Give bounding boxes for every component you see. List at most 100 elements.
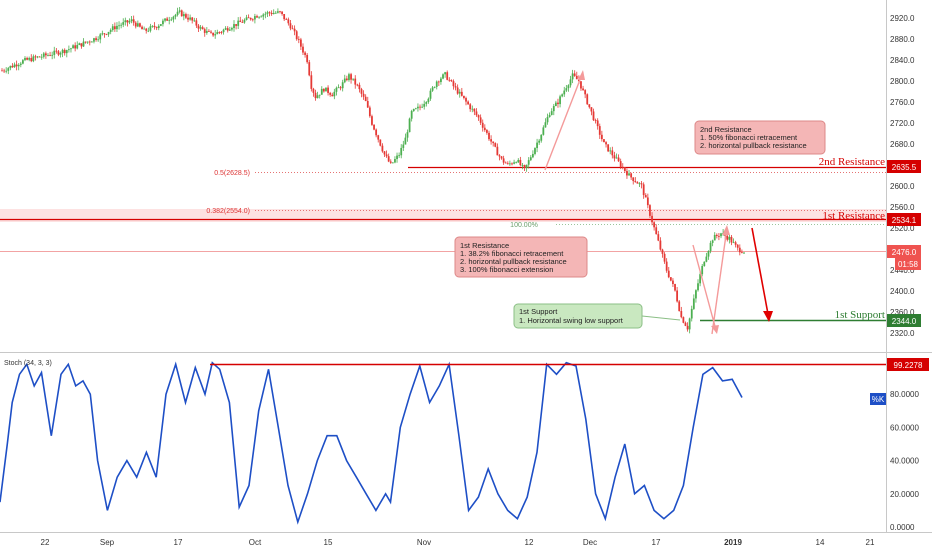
candle-body <box>239 20 242 23</box>
candle-body <box>262 14 265 17</box>
candle-body <box>287 19 290 24</box>
candle-body <box>103 33 106 35</box>
candle-body <box>640 183 643 185</box>
candle-body <box>151 25 154 27</box>
candle-body <box>270 12 273 15</box>
candle-body <box>695 290 697 299</box>
candle-body <box>218 31 221 33</box>
stoch-title: Stoch (34, 3, 3) <box>4 360 52 367</box>
candle-body <box>623 167 626 171</box>
candle-body <box>605 142 607 145</box>
candle-body <box>452 81 455 87</box>
candle-body <box>274 12 277 14</box>
candle-body <box>231 28 233 30</box>
candle-body <box>743 252 745 254</box>
time-tick-label: 17 <box>652 538 661 547</box>
candle-body <box>406 132 409 138</box>
candle-body <box>335 87 338 92</box>
first-support-note[interactable]: 1st Support 1. Horizontal swing low supp… <box>513 303 681 329</box>
candle-body <box>130 19 133 22</box>
candle-body <box>314 92 317 99</box>
candle-body <box>241 22 244 23</box>
candle-body <box>544 122 547 128</box>
second-resistance-note[interactable]: 2nd Resistance 1. 50% fibonacci retracem… <box>694 120 826 155</box>
candle-body <box>216 31 219 35</box>
measure-down-arrow <box>692 244 717 331</box>
candle-body <box>383 151 386 155</box>
candle-body <box>636 182 639 184</box>
candle-body <box>203 29 206 33</box>
candle-body <box>172 16 175 20</box>
candle-body <box>621 166 624 168</box>
price-tick-label: 2680.0 <box>890 140 915 149</box>
candle-body <box>358 84 361 90</box>
candle-body <box>318 94 321 96</box>
candle-body <box>454 86 457 88</box>
candle-body <box>538 140 541 143</box>
candle-body <box>590 107 593 112</box>
price-axis[interactable]: 2920.0 2880.0 2840.0 2800.0 2760.0 2720.0 2680… <box>890 14 915 338</box>
candle-body <box>17 64 20 67</box>
candle-body <box>162 20 164 25</box>
candle-body <box>615 157 618 159</box>
candle-body <box>431 87 434 91</box>
candle-body <box>634 181 637 183</box>
candle-body <box>707 251 710 257</box>
candle-body <box>588 104 591 108</box>
measure-up-arrow-head <box>722 225 730 235</box>
candle-body <box>195 20 198 26</box>
candle-body <box>421 106 424 108</box>
candle-body <box>626 170 628 176</box>
price-tick-label: 2600.0 <box>890 182 915 191</box>
time-tick-label: 21 <box>866 538 875 547</box>
candle-body <box>603 139 605 143</box>
candle-body <box>515 162 518 164</box>
price-pane[interactable] <box>0 0 886 352</box>
candle-body <box>655 227 658 235</box>
time-tick-label: Oct <box>249 538 262 547</box>
candle-body <box>678 301 681 312</box>
candle-body <box>559 96 561 105</box>
candle-body <box>178 10 181 12</box>
first-resistance-note[interactable]: 1st Resistance 1. 38.2% fibonacci retrac… <box>454 236 588 278</box>
candle-body <box>479 117 482 123</box>
candle-body <box>730 236 733 243</box>
candle-body <box>427 98 430 102</box>
candle-body <box>525 164 528 169</box>
candle-body <box>65 50 68 54</box>
candlestick-series[interactable] <box>1 7 745 334</box>
last-price-value: 2476.0 <box>892 248 917 257</box>
candle-body <box>101 33 104 35</box>
candle-body <box>709 242 712 252</box>
candle-body <box>352 78 355 80</box>
candle-body <box>126 20 129 23</box>
candle-body <box>659 240 662 250</box>
candle-body <box>329 92 332 95</box>
candle-body <box>669 277 672 281</box>
price-tick-label: 2360.0 <box>890 308 915 317</box>
candle-body <box>90 41 93 43</box>
candle-body <box>542 127 545 135</box>
time-axis[interactable]: 22 Sep 17 Oct 15 Nov 12 Dec 17 2019 14 21 <box>41 538 875 547</box>
stoch-tick-label: 0.0000 <box>890 523 915 532</box>
candle-body <box>649 205 651 216</box>
candle-body <box>36 56 39 58</box>
candle-body <box>611 150 614 156</box>
candle-body <box>402 144 405 148</box>
candle-body <box>613 155 616 159</box>
candle-body <box>738 247 741 253</box>
candle-body <box>701 265 704 275</box>
stochastic-pane[interactable] <box>0 361 743 525</box>
candle-body <box>494 143 497 147</box>
candle-body <box>13 64 16 68</box>
stoch-axis[interactable]: 80.0000 60.0000 40.0000 20.0000 0.0000 <box>890 390 919 532</box>
candle-body <box>40 56 43 58</box>
projection-arrow-head <box>763 311 773 322</box>
candle-body <box>674 284 676 291</box>
candle-body <box>143 28 146 30</box>
candle-body <box>224 28 227 30</box>
candle-body <box>617 157 620 162</box>
price-tick-label: 2920.0 <box>890 14 915 23</box>
candle-body <box>295 31 298 40</box>
